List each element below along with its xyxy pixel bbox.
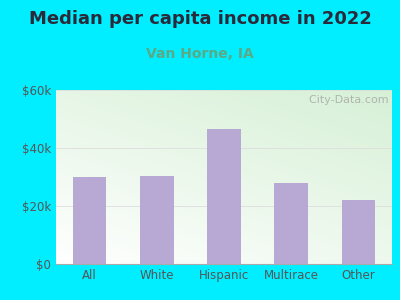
Text: City-Data.com: City-Data.com <box>302 95 389 105</box>
Text: Van Horne, IA: Van Horne, IA <box>146 46 254 61</box>
Bar <box>73 177 106 264</box>
Bar <box>342 200 375 264</box>
Bar <box>274 183 308 264</box>
Bar <box>140 176 174 264</box>
Bar <box>207 129 241 264</box>
Text: Median per capita income in 2022: Median per capita income in 2022 <box>28 11 372 28</box>
